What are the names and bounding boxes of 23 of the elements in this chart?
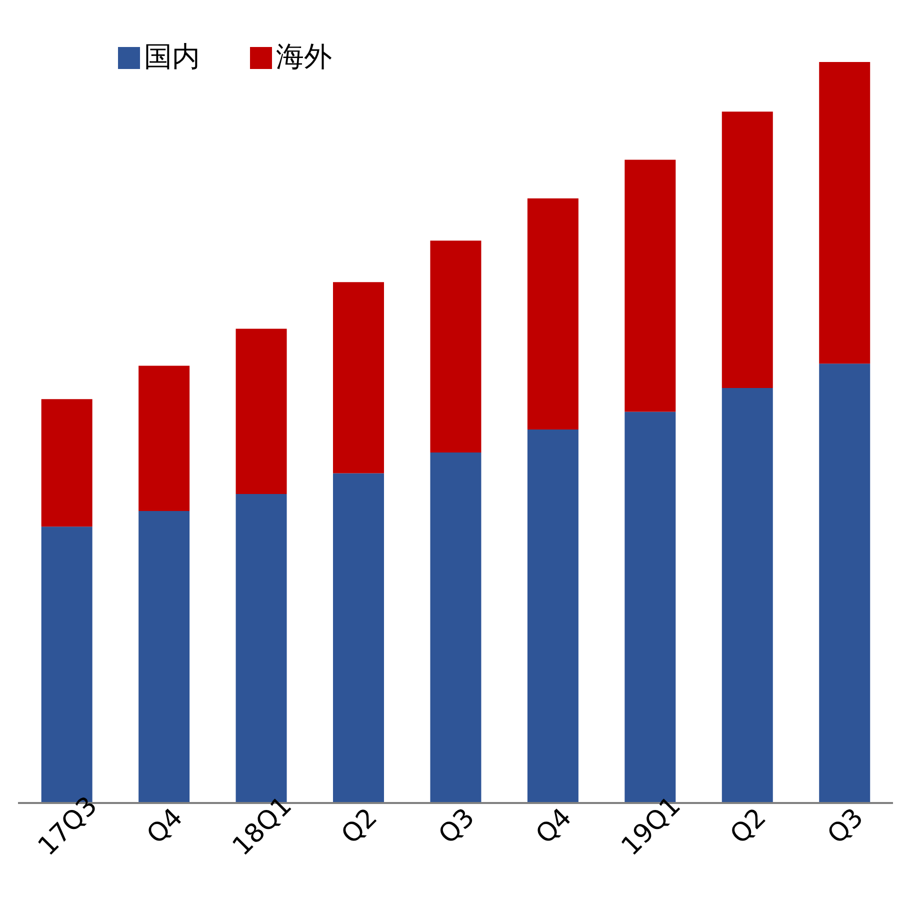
bar xyxy=(527,430,578,803)
bar xyxy=(819,364,870,803)
x-tick-label: Q4 xyxy=(530,802,578,850)
bar xyxy=(41,399,92,527)
bar xyxy=(138,511,190,803)
bar xyxy=(333,473,384,803)
x-tick-label: Q4 xyxy=(142,802,189,850)
x-tick-label: Q2 xyxy=(336,802,384,850)
x-tick-label: Q3 xyxy=(433,802,481,850)
x-tick-label: Q3 xyxy=(822,802,870,850)
x-tick-label: Q2 xyxy=(724,802,772,850)
bar xyxy=(333,282,384,474)
bar xyxy=(236,328,287,494)
bar xyxy=(819,62,870,364)
bar xyxy=(722,112,773,388)
bar xyxy=(624,160,676,412)
bar xyxy=(722,388,773,803)
legend-label: 国内 xyxy=(144,40,200,73)
bar xyxy=(527,198,578,430)
bar xyxy=(138,366,190,512)
bar xyxy=(430,452,482,803)
legend-label: 海外 xyxy=(276,40,332,73)
bar xyxy=(430,240,482,453)
